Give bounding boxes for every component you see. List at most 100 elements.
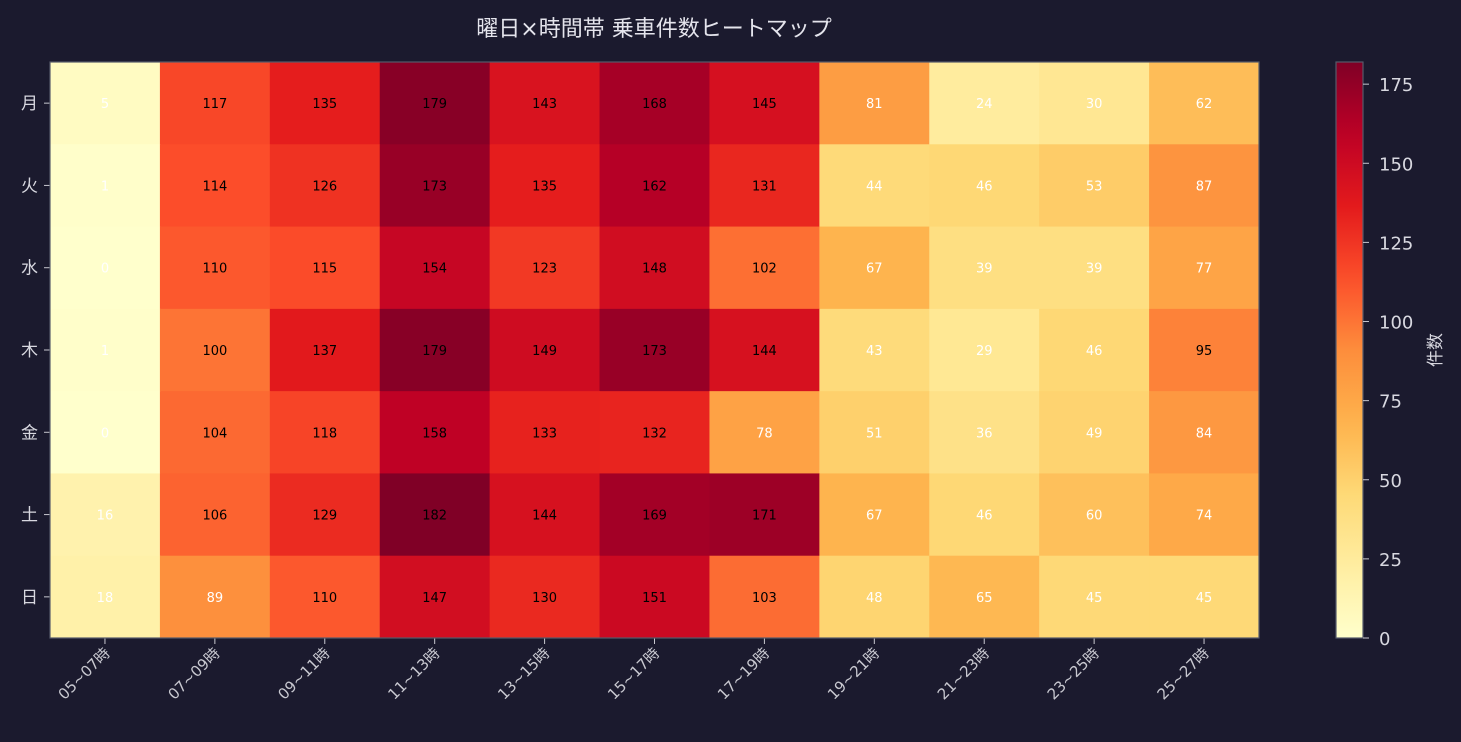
heatmap-cell <box>819 473 930 557</box>
heatmap-cell <box>929 391 1040 474</box>
heatmap-cell <box>819 391 930 474</box>
cell-value-label: 39 <box>1086 262 1103 277</box>
heatmap-cell <box>1039 144 1150 228</box>
cell-value-label: 118 <box>312 426 337 441</box>
heatmap-cell <box>929 144 1040 228</box>
heatmap-cell <box>709 473 820 557</box>
heatmap-cell <box>379 473 491 557</box>
x-tick-label: 19~21時 <box>824 644 883 703</box>
heatmap-cell <box>709 226 820 310</box>
heatmap-cell <box>489 555 601 639</box>
x-tick-label: 07~09時 <box>164 644 223 703</box>
cell-value-label: 162 <box>642 179 667 194</box>
y-tick-label: 月 <box>21 94 38 114</box>
cell-value-label: 78 <box>756 426 773 441</box>
colorbar-tick-label: 0 <box>1379 629 1390 650</box>
heatmap-cell <box>269 144 381 228</box>
heatmap-cell <box>489 473 601 557</box>
heatmap-cell <box>1039 473 1150 557</box>
heatmap-cell <box>50 144 161 228</box>
x-tick-label: 09~11時 <box>274 644 333 703</box>
cell-value-label: 131 <box>752 179 777 194</box>
cell-value-label: 144 <box>532 509 557 524</box>
cell-value-label: 117 <box>202 97 227 112</box>
heatmap-cell <box>599 555 710 639</box>
cell-value-label: 123 <box>532 262 557 277</box>
cell-value-label: 95 <box>1196 344 1213 359</box>
cell-value-label: 49 <box>1086 426 1103 441</box>
cell-value-label: 39 <box>976 262 993 277</box>
heatmap-cell <box>1149 555 1260 639</box>
cell-value-label: 65 <box>976 591 993 606</box>
cell-value-label: 129 <box>312 509 337 524</box>
heatmap-cell <box>1149 226 1260 310</box>
cell-value-label: 149 <box>532 344 557 359</box>
heatmap-cell <box>819 308 930 392</box>
heatmap-cell <box>50 226 161 310</box>
heatmap-cell <box>489 226 601 310</box>
heatmap-cell <box>379 226 491 310</box>
cell-value-label: 46 <box>976 179 993 194</box>
heatmap-cell <box>819 62 930 145</box>
x-tick-label: 23~25時 <box>1044 644 1103 703</box>
cell-value-label: 147 <box>422 591 447 606</box>
heatmap-cell <box>159 308 271 392</box>
colorbar-tick-label: 75 <box>1379 392 1402 413</box>
plot-frame <box>49 61 1260 639</box>
cell-value-label: 87 <box>1196 179 1213 194</box>
cell-value-label: 1 <box>101 344 109 359</box>
y-tick-label: 水 <box>21 259 38 279</box>
cell-value-label: 144 <box>752 344 777 359</box>
cell-value-label: 84 <box>1196 426 1213 441</box>
cell-value-label: 48 <box>866 591 883 606</box>
heatmap-cell <box>269 62 381 145</box>
heatmap-cell <box>269 473 381 557</box>
cell-value-label: 137 <box>312 344 337 359</box>
cell-value-label: 104 <box>202 426 227 441</box>
cell-value-label: 133 <box>532 426 557 441</box>
heatmap-cell <box>1039 308 1150 392</box>
heatmap-cell <box>50 555 161 639</box>
cell-value-label: 173 <box>422 179 447 194</box>
heatmap-cell <box>929 62 1040 145</box>
heatmap-cell <box>1149 308 1260 392</box>
cell-value-label: 51 <box>866 426 883 441</box>
heatmap-cell <box>819 226 930 310</box>
cell-value-label: 89 <box>207 591 224 606</box>
cell-value-label: 16 <box>97 509 114 524</box>
y-tick-label: 土 <box>21 506 38 526</box>
cell-value-label: 24 <box>976 97 993 112</box>
cell-value-label: 43 <box>866 344 883 359</box>
heatmap-cell <box>1039 226 1150 310</box>
heatmap-cell <box>379 391 491 474</box>
cell-value-label: 45 <box>1196 591 1213 606</box>
heatmap-cell <box>489 144 601 228</box>
heatmap-cell <box>159 473 271 557</box>
heatmap-cell <box>379 308 491 392</box>
heatmap-cell <box>489 308 601 392</box>
heatmap-cell <box>269 226 381 310</box>
cell-value-label: 151 <box>642 591 667 606</box>
colorbar-tick-label: 175 <box>1379 75 1413 96</box>
heatmap-cell <box>50 391 161 474</box>
colorbar-tick-label: 100 <box>1379 313 1413 334</box>
y-tick-label: 火 <box>21 176 38 196</box>
heatmap-cell <box>929 555 1040 639</box>
heatmap-cell <box>1149 473 1260 557</box>
x-tick-label: 21~23時 <box>934 644 993 703</box>
cell-value-label: 44 <box>866 179 883 194</box>
y-tick-label: 日 <box>21 588 38 608</box>
heatmap-cell <box>489 62 601 145</box>
cell-value-label: 81 <box>866 97 883 112</box>
heatmap-cell <box>50 62 161 145</box>
cell-value-label: 100 <box>202 344 227 359</box>
heatmap-cell <box>819 144 930 228</box>
cell-value-label: 62 <box>1196 97 1213 112</box>
cell-value-label: 135 <box>532 179 557 194</box>
cell-value-label: 145 <box>752 97 777 112</box>
cell-value-label: 36 <box>976 426 993 441</box>
colorbar-tick-label: 25 <box>1379 550 1402 571</box>
x-tick-label: 25~27時 <box>1154 644 1213 703</box>
heatmap-cell <box>599 226 710 310</box>
